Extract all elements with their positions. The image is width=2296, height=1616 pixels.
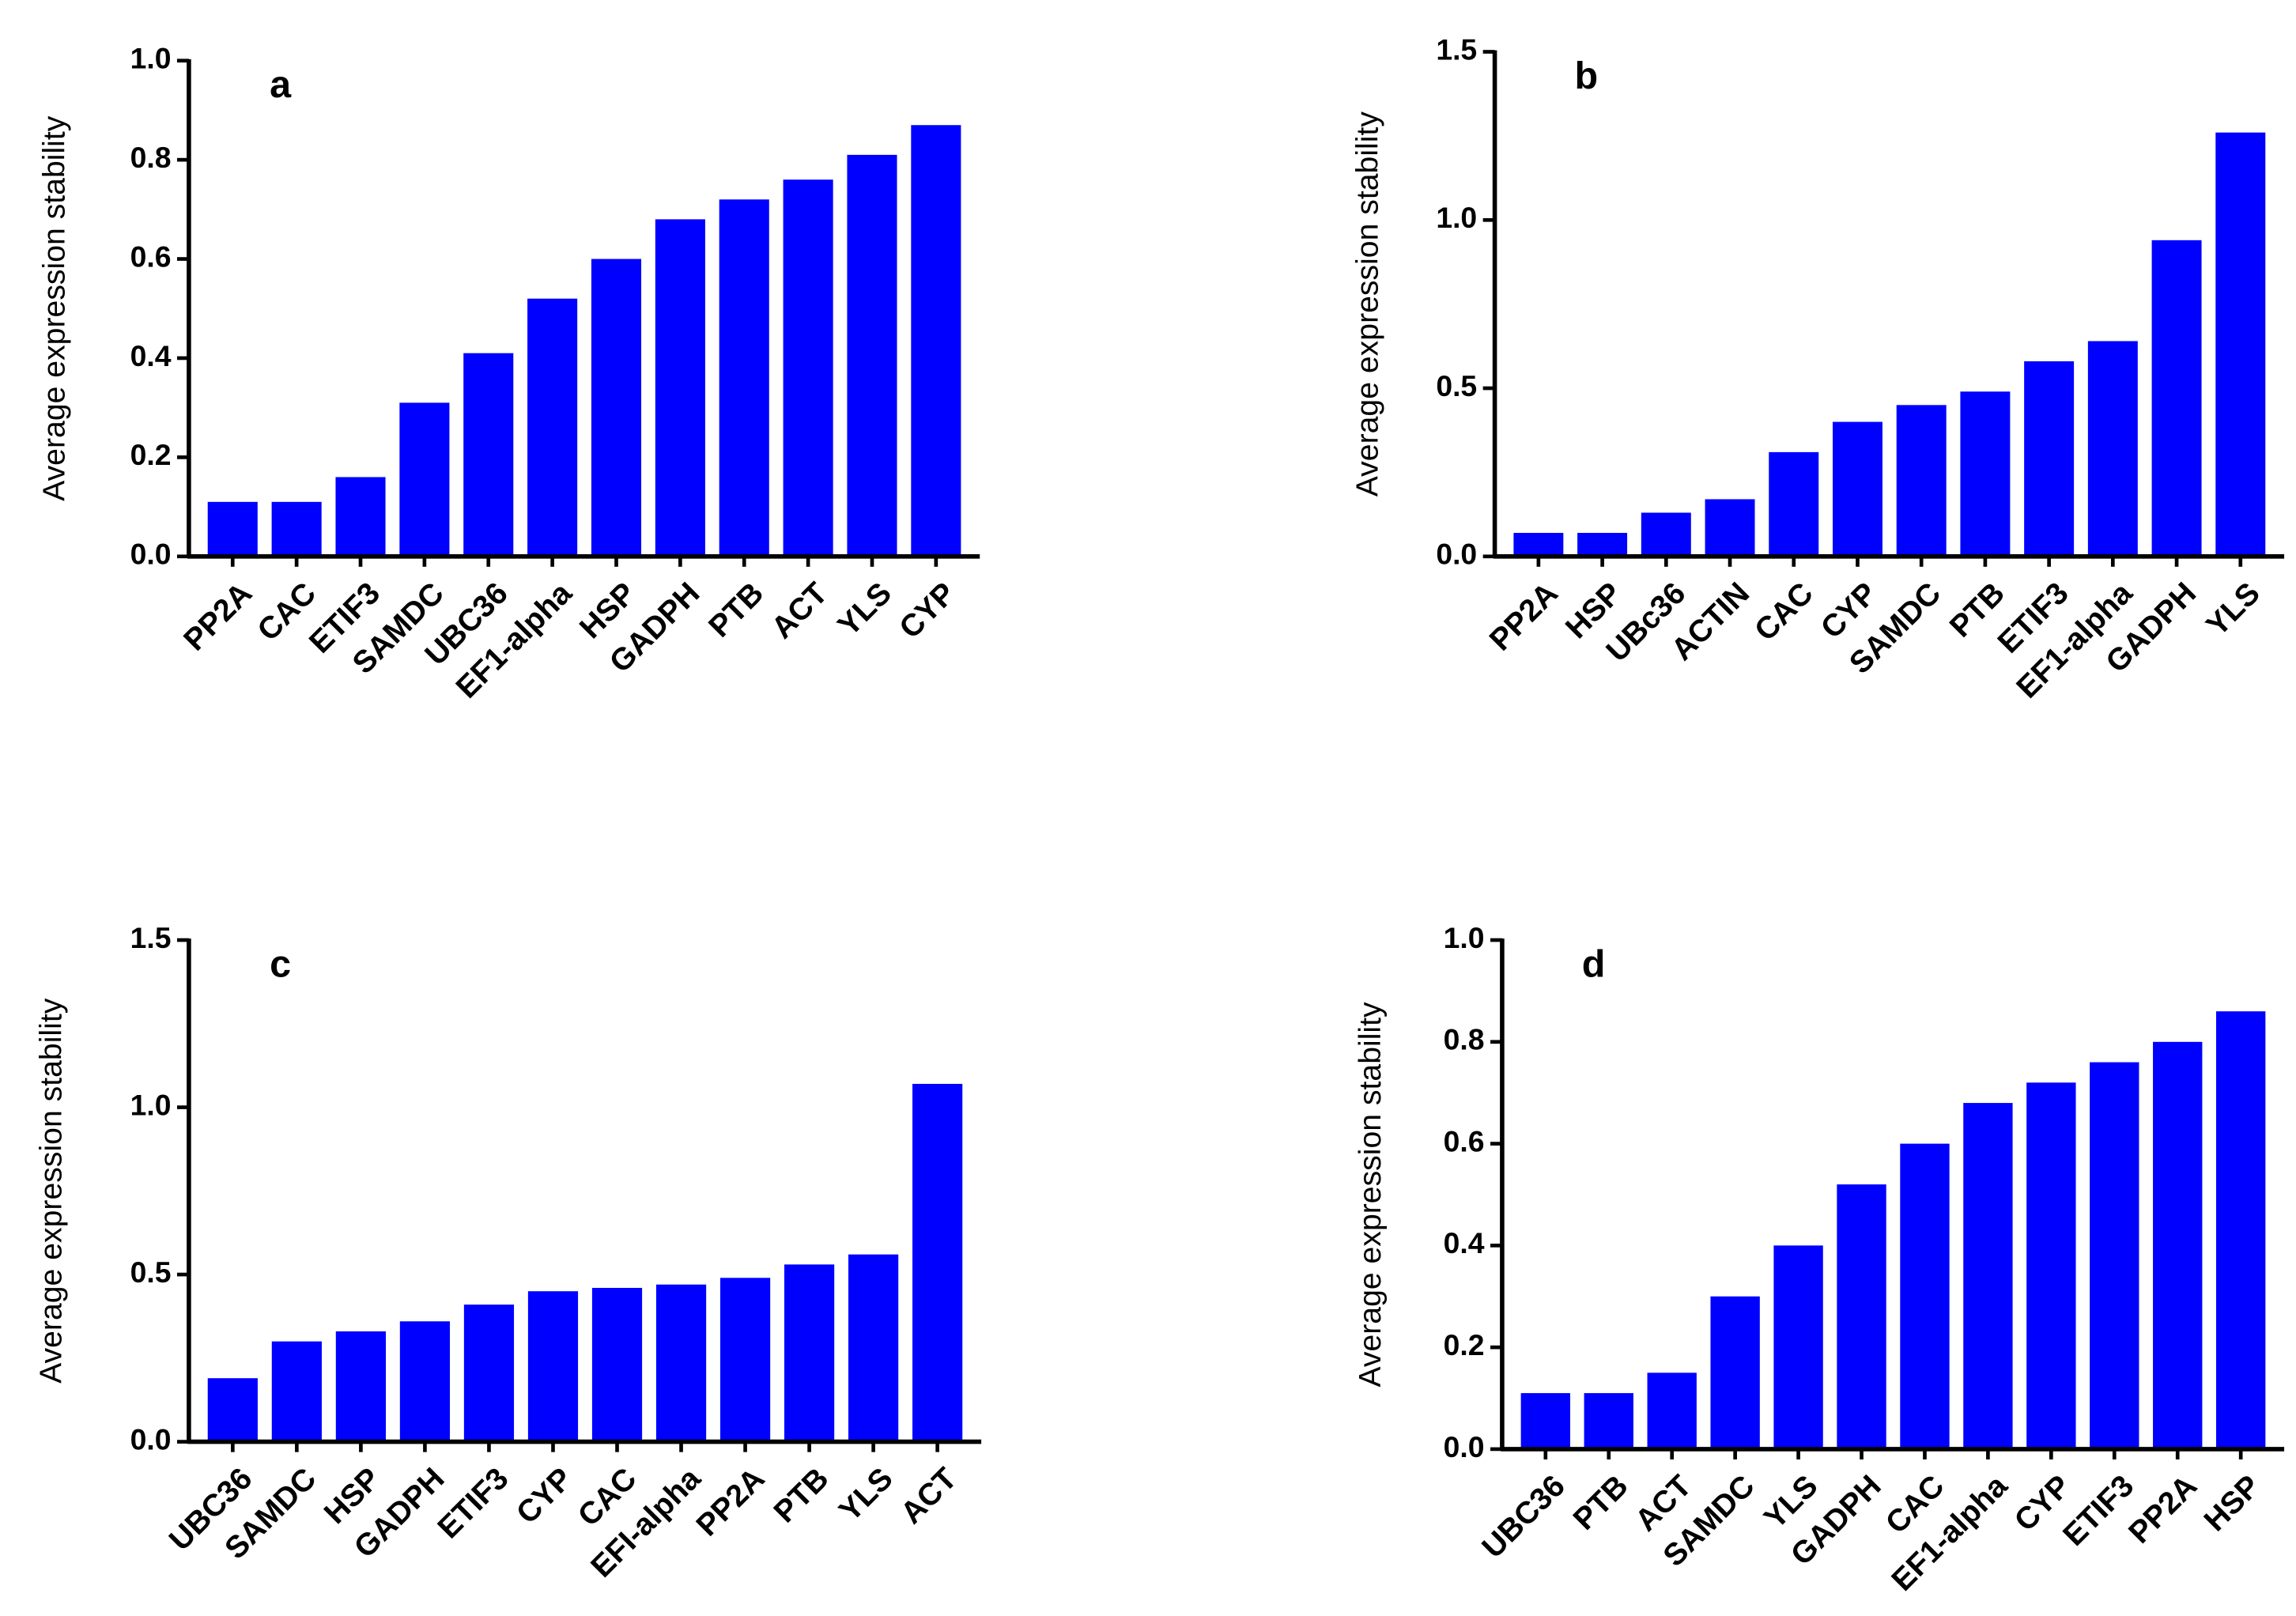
y-tick-label: 0.6 (1444, 1124, 1485, 1157)
bar (207, 501, 258, 557)
x-tick-label: ACT (765, 576, 834, 645)
x-tick-label: CAC (1748, 576, 1819, 648)
bar (335, 1331, 386, 1442)
bar (911, 125, 961, 557)
bar (271, 501, 322, 557)
bar (1513, 533, 1564, 557)
bar (1832, 421, 1882, 557)
y-tick-label: 0.5 (130, 1255, 172, 1289)
bar (2215, 132, 2266, 557)
y-tick-label: 1.0 (130, 42, 172, 75)
y-tick-label: 1.0 (1436, 201, 1477, 234)
y-tick-label: 1.0 (130, 1088, 172, 1121)
bar (719, 1278, 771, 1442)
panel-label: d (1582, 942, 1606, 985)
y-tick-label: 0.2 (1444, 1328, 1485, 1361)
y-tick-label: 0.0 (130, 1422, 172, 1456)
bar (2026, 1082, 2076, 1449)
y-axis-label: Average expression stability (1350, 111, 1384, 497)
y-axis-label: Average expression stability (35, 998, 69, 1384)
y-tick-label: 0.8 (1444, 1023, 1485, 1056)
bar (1584, 1393, 1633, 1449)
panel-label: a (270, 63, 292, 106)
bar (719, 199, 769, 557)
bar (1837, 1184, 1886, 1449)
x-tick-label: CYP (510, 1462, 579, 1531)
bar (2090, 1062, 2139, 1449)
bar (1963, 1103, 2013, 1449)
x-tick-label: YLS (832, 576, 898, 643)
bar (2153, 1041, 2203, 1449)
bar (1520, 1393, 1570, 1449)
panel-label: b (1574, 55, 1598, 97)
bar (463, 1305, 515, 1442)
x-tick-label: CYP (893, 576, 962, 645)
x-tick-label: PP2A (690, 1462, 772, 1543)
bar (271, 1341, 322, 1442)
bar (463, 353, 514, 557)
x-tick-label: PTB (768, 1462, 836, 1530)
y-tick-label: 0.0 (130, 538, 172, 571)
x-tick-label: PP2A (2122, 1469, 2203, 1550)
x-tick-label: ETIF3 (432, 1462, 515, 1546)
bar (1705, 499, 1755, 557)
y-tick-label: 1.5 (130, 921, 172, 954)
y-tick-label: 1.0 (1444, 921, 1485, 954)
bar (655, 1284, 707, 1442)
y-tick-label: 0.6 (130, 240, 172, 273)
y-tick-label: 0.0 (1444, 1430, 1485, 1463)
bar (784, 1264, 835, 1442)
bar (591, 259, 642, 557)
x-tick-label: PTB (702, 576, 770, 644)
bar (1960, 391, 2011, 557)
x-tick-label: PP2A (1483, 576, 1565, 658)
x-tick-label: ACT (894, 1462, 963, 1531)
bar (527, 298, 578, 557)
bar (1773, 1245, 1823, 1449)
y-tick-label: 0.5 (1436, 369, 1477, 402)
y-tick-label: 0.0 (1436, 538, 1477, 571)
y-axis-label: Average expression stability (37, 115, 71, 501)
x-tick-label: ETIF3 (2056, 1469, 2140, 1553)
bar (912, 1083, 963, 1442)
bar (847, 154, 897, 557)
bar (1769, 451, 1819, 557)
y-tick-label: 0.2 (130, 438, 172, 471)
bar (655, 219, 705, 557)
bar (399, 402, 450, 557)
bar (591, 1287, 643, 1442)
bar (1641, 512, 1691, 557)
x-tick-label: YLS (2200, 576, 2267, 643)
y-axis-label: Average expression stability (1354, 1002, 1388, 1388)
bar (1900, 1143, 1950, 1449)
x-tick-label: PTB (1567, 1469, 1635, 1537)
bar (848, 1254, 899, 1442)
x-tick-label: PP2A (178, 576, 259, 658)
bar (335, 477, 386, 557)
bar (1710, 1296, 1760, 1449)
panel-label: c (270, 942, 291, 985)
bar (783, 179, 833, 557)
bar (2087, 341, 2138, 557)
y-tick-label: 0.8 (130, 141, 172, 174)
bar (2215, 1011, 2266, 1449)
bar (527, 1291, 579, 1442)
bar (399, 1321, 451, 1442)
bar (1896, 405, 1947, 557)
y-tick-label: 0.4 (1444, 1226, 1485, 1259)
y-tick-label: 1.5 (1436, 32, 1477, 66)
y-tick-label: 0.4 (130, 339, 172, 372)
x-tick-label: UBC36 (1476, 1469, 1572, 1565)
bar (207, 1378, 258, 1442)
bar (1577, 533, 1628, 557)
bar (1647, 1372, 1697, 1449)
x-tick-label: HSP (2198, 1469, 2267, 1538)
x-tick-label: YLS (833, 1462, 899, 1528)
bar (2024, 361, 2075, 557)
bar (2151, 240, 2202, 557)
